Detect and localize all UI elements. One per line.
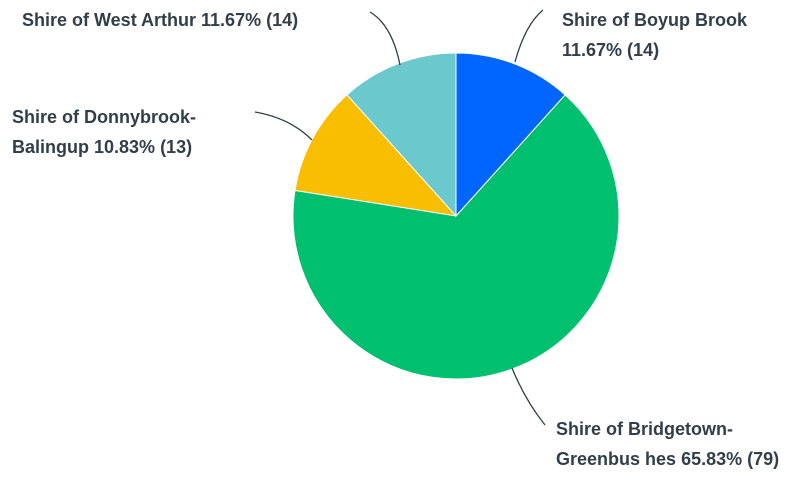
slice-label: Shire of Bridgetown-Greenbus hes 65.83% … <box>556 414 794 474</box>
pie-slice <box>292 94 620 380</box>
value-label: 10.83% (13) <box>94 137 193 157</box>
slice-label: Shire of Donnybrook-Balingup 10.83% (13) <box>12 102 252 162</box>
pie-slice <box>294 94 458 217</box>
category-label: Shire of Boyup Brook <box>562 10 748 30</box>
value-label: 11.67% (14) <box>201 10 299 30</box>
value-label: 65.83% (79) <box>681 449 780 469</box>
category-label: Shire of Bridgetown-Greenbus hes <box>556 419 733 469</box>
pie-slice <box>346 52 457 218</box>
pie-slice <box>455 52 566 218</box>
leader-line <box>511 367 546 426</box>
category-label: Shire of West Arthur <box>22 10 197 30</box>
value-label: 11.67% (14) <box>562 40 660 60</box>
slice-label: Shire of Boyup Brook 11.67% (14) <box>562 5 792 65</box>
category-label: Shire of Donnybrook-Balingup <box>12 107 196 157</box>
leader-line <box>369 11 401 66</box>
slice-label: Shire of West Arthur 11.67% (14) <box>22 5 382 35</box>
leader-line <box>254 111 313 141</box>
leader-line <box>514 9 544 63</box>
